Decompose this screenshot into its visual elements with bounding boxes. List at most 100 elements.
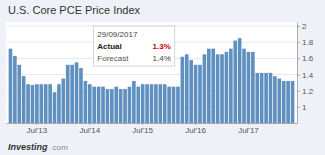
bar (114, 87, 118, 123)
bar (92, 87, 96, 123)
bar (106, 89, 110, 123)
y-tick: 1.4 (297, 71, 314, 80)
tooltip-box (93, 26, 174, 66)
bar (278, 79, 282, 123)
bar (110, 89, 114, 123)
y-tick: 1 (297, 103, 307, 112)
bar (176, 87, 180, 123)
y-tick-mark (297, 75, 300, 76)
y-tick-mark (297, 26, 300, 27)
bar (282, 81, 286, 123)
bar (286, 81, 290, 123)
bar (251, 52, 255, 123)
bar (216, 54, 220, 123)
bar (189, 60, 193, 123)
bar (44, 84, 48, 123)
y-tick-label: 1.8 (302, 38, 314, 47)
bar (31, 85, 35, 123)
x-axis-line (7, 123, 298, 124)
tooltip-text: 1.3% (153, 42, 171, 51)
bar (264, 73, 268, 123)
bar (84, 81, 88, 123)
bar (220, 54, 224, 123)
bar (13, 56, 17, 123)
bar (159, 84, 163, 123)
y-tick: 1.6 (297, 54, 314, 63)
watermark: Investing.com (8, 142, 68, 152)
watermark-text: .com (51, 143, 69, 152)
bar (132, 81, 136, 123)
x-tick-label: Jul'14 (79, 126, 100, 135)
bar (75, 62, 79, 123)
bar (233, 41, 237, 123)
bar (136, 87, 140, 123)
bar (22, 76, 26, 123)
bar (260, 73, 264, 123)
tooltip-text: 1.4% (153, 54, 171, 63)
y-tick-label: 2 (302, 22, 307, 31)
bar (97, 87, 101, 123)
x-axis: Jul'13 Jul'14 Jul'15 Jul'16 Jul'17 (7, 123, 298, 135)
y-tick-label: 1.2 (302, 87, 314, 96)
y-tick-mark (297, 42, 300, 43)
bar (194, 65, 198, 123)
x-tick-label: Jul'17 (238, 126, 259, 135)
bar (181, 57, 185, 123)
y-tick: 1.2 (297, 87, 314, 96)
bar (163, 84, 167, 123)
bar (79, 68, 83, 123)
bar (17, 65, 21, 123)
x-tick-label: Jul'13 (27, 126, 48, 135)
bar (141, 84, 145, 123)
chart: U.S. Core PCE Price IndexJul'13Jul'14Jul… (0, 0, 325, 155)
tooltip-text: 29/09/2017 (97, 30, 138, 39)
bar (101, 87, 105, 123)
x-tick: Jul'14 (79, 123, 100, 135)
y-tick-mark (297, 58, 300, 59)
bar (53, 92, 57, 123)
x-tick: Jul'13 (27, 123, 48, 135)
bar (172, 87, 176, 123)
bar (225, 52, 229, 123)
y-tick-mark (297, 91, 300, 92)
bar (154, 84, 158, 123)
bar (62, 79, 66, 123)
bar (269, 73, 273, 123)
y-tick-label: 1.4 (302, 71, 314, 80)
bar (273, 76, 277, 123)
bar (123, 89, 127, 123)
bar (167, 87, 171, 123)
bar (48, 84, 52, 123)
bar (291, 81, 295, 123)
y-tick-label: 1 (302, 103, 307, 112)
bar (70, 65, 74, 123)
bar (150, 84, 154, 123)
x-tick: Jul'16 (185, 123, 206, 135)
watermark-text: Investing (8, 142, 48, 152)
bar (35, 84, 39, 123)
title: U.S. Core PCE Price Index (8, 4, 141, 16)
y-tick-label: 1.6 (302, 54, 314, 63)
bar (119, 89, 123, 123)
y-tick-mark (297, 107, 300, 108)
bar (26, 84, 30, 123)
bar (229, 49, 233, 123)
bar (255, 73, 259, 123)
x-tick-label: Jul'15 (132, 126, 153, 135)
bar (9, 49, 13, 123)
y-axis: 1 1.2 1.4 1.6 1.8 2 (297, 22, 314, 123)
bar (207, 49, 211, 123)
bar (39, 84, 43, 123)
x-tick-label: Jul'16 (185, 126, 206, 135)
bar (57, 84, 61, 123)
x-tick: Jul'15 (132, 123, 153, 135)
bar (128, 87, 132, 123)
y-axis-line (297, 23, 298, 124)
y-tick: 1.8 (297, 38, 314, 47)
tooltip: 29/09/2017Actual1.3%Forecast1.4% (93, 26, 174, 66)
bar (198, 65, 202, 123)
bar (238, 38, 242, 123)
plot: Jul'13 Jul'14 Jul'15 Jul'16 Jul'17 1 1.2 1.4 1.6… (6, 22, 314, 155)
bar (242, 49, 246, 123)
bar (88, 84, 92, 123)
